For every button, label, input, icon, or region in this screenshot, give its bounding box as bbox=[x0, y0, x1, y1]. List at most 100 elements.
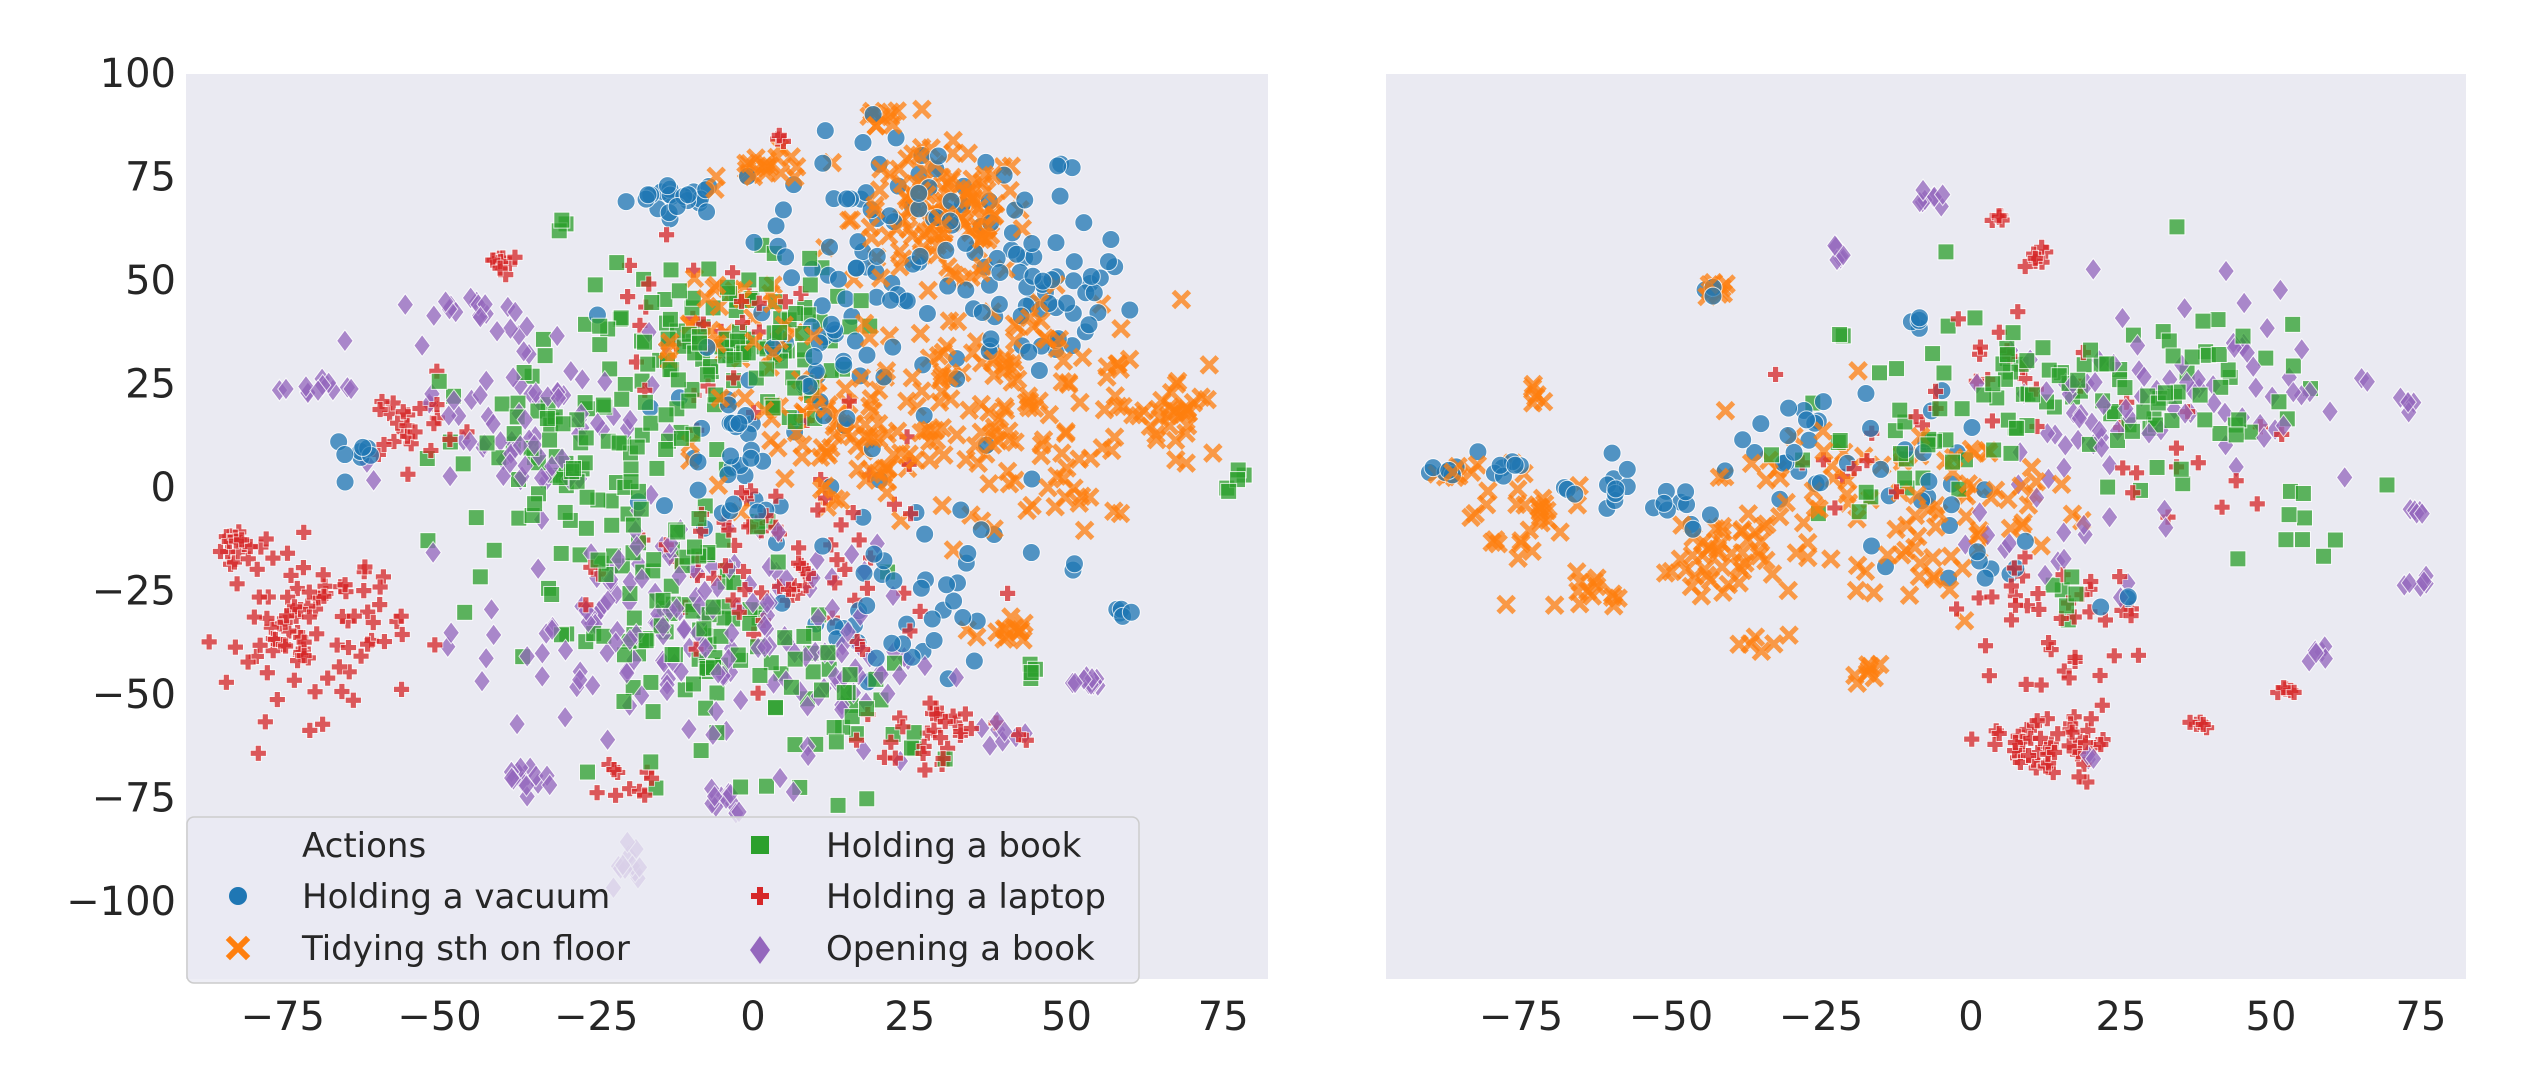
diamond-marker bbox=[538, 384, 557, 409]
x-marker bbox=[1019, 397, 1039, 418]
x-marker bbox=[869, 180, 890, 200]
x-marker bbox=[1813, 421, 1833, 441]
circle-marker bbox=[1810, 473, 1830, 493]
x-marker bbox=[1000, 180, 1020, 201]
plus-marker bbox=[356, 558, 374, 576]
x-marker bbox=[1684, 566, 1705, 586]
x-marker bbox=[1793, 512, 1814, 533]
square-marker bbox=[591, 317, 609, 335]
x-marker bbox=[1778, 580, 1799, 601]
circle-marker bbox=[724, 494, 744, 514]
x-marker bbox=[1485, 530, 1506, 550]
x-marker bbox=[708, 475, 729, 495]
square-marker bbox=[1831, 431, 1849, 449]
square-marker bbox=[2194, 312, 2212, 330]
circle-marker bbox=[1057, 293, 1077, 313]
x-marker bbox=[2013, 513, 2033, 533]
square-marker bbox=[1857, 483, 1875, 501]
square-marker bbox=[776, 629, 794, 647]
x-marker bbox=[1199, 355, 1220, 375]
diamond-marker bbox=[1826, 233, 1844, 258]
x-tick-label: −75 bbox=[241, 994, 325, 1040]
x-marker bbox=[1478, 481, 1498, 501]
x-marker bbox=[739, 153, 760, 174]
plus-marker bbox=[2009, 303, 2027, 321]
plus-marker bbox=[733, 484, 750, 502]
x-marker bbox=[959, 400, 979, 421]
plus-marker bbox=[340, 639, 357, 656]
square-marker bbox=[478, 434, 496, 452]
x-marker bbox=[1750, 531, 1771, 552]
x-marker bbox=[956, 449, 976, 470]
diamond-marker bbox=[621, 627, 639, 652]
circle-marker bbox=[1033, 271, 1053, 291]
x-marker bbox=[1846, 580, 1867, 601]
x-marker bbox=[934, 445, 954, 465]
square-marker bbox=[2191, 386, 2209, 404]
square-marker bbox=[2163, 412, 2181, 430]
plus-marker bbox=[2060, 669, 2078, 687]
left-y-tick-labels: 100 75 50 25 0 −25 −50 −75 −100 bbox=[66, 51, 176, 925]
x-marker bbox=[1779, 625, 1799, 645]
diamond-marker bbox=[588, 411, 607, 436]
square-marker bbox=[578, 763, 596, 781]
x-marker bbox=[1119, 349, 1140, 370]
right-x-tick-labels: −75 −50 −25 0 25 50 75 bbox=[1479, 994, 2447, 1040]
x-marker bbox=[1183, 392, 1204, 413]
plus-marker bbox=[1990, 323, 2008, 341]
x-marker bbox=[971, 229, 992, 250]
x-marker bbox=[1031, 445, 1051, 466]
diamond-marker bbox=[2258, 316, 2277, 340]
circle-marker bbox=[837, 189, 857, 209]
plus-marker bbox=[2020, 747, 2038, 764]
plus-marker bbox=[1949, 310, 1967, 328]
plus-marker bbox=[402, 435, 420, 453]
x-marker bbox=[963, 187, 983, 207]
plus-marker bbox=[934, 750, 952, 767]
plus-marker bbox=[886, 495, 903, 513]
x-marker bbox=[1709, 467, 1730, 488]
y-tick-label: 0 bbox=[151, 465, 176, 511]
circle-marker bbox=[953, 608, 973, 628]
plus-marker bbox=[355, 582, 373, 600]
circle-marker bbox=[1079, 315, 1099, 335]
x-marker bbox=[1171, 289, 1192, 310]
circle-marker bbox=[958, 544, 978, 564]
x-marker bbox=[1837, 484, 1857, 504]
circle-marker bbox=[1098, 252, 1118, 272]
square-marker bbox=[2284, 315, 2302, 333]
circle-marker bbox=[1962, 417, 1982, 437]
plus-marker bbox=[2122, 607, 2140, 625]
diamond-marker bbox=[2084, 257, 2103, 282]
diamond-marker bbox=[556, 638, 575, 663]
x-marker bbox=[1939, 579, 1960, 600]
x-marker bbox=[918, 280, 938, 301]
diamond-marker bbox=[2217, 259, 2235, 283]
square-marker bbox=[1891, 445, 1909, 463]
square-marker bbox=[663, 646, 681, 664]
plus-marker bbox=[239, 653, 257, 671]
plus-marker bbox=[2213, 498, 2231, 516]
plus-marker bbox=[248, 560, 266, 578]
circle-marker bbox=[1751, 414, 1771, 434]
diamond-marker bbox=[297, 374, 315, 399]
square-marker bbox=[2378, 476, 2396, 494]
square-marker bbox=[1022, 664, 1040, 682]
square-marker bbox=[1888, 360, 1906, 378]
circle-marker bbox=[667, 197, 687, 217]
circle-marker bbox=[1784, 442, 1804, 462]
circle-marker bbox=[744, 232, 764, 252]
x-marker bbox=[2021, 457, 2042, 478]
plus-marker bbox=[364, 614, 382, 631]
circle-marker bbox=[1007, 244, 1027, 264]
x-marker bbox=[1167, 371, 1188, 392]
circle-marker bbox=[834, 355, 854, 375]
square-marker bbox=[2123, 422, 2141, 440]
diamond-marker bbox=[461, 286, 480, 310]
diamond-marker bbox=[769, 520, 788, 544]
x-marker bbox=[919, 450, 940, 470]
circle-marker bbox=[1084, 283, 1104, 303]
square-marker bbox=[628, 438, 646, 456]
plus-marker bbox=[1972, 338, 1989, 356]
square-marker bbox=[2326, 531, 2344, 549]
